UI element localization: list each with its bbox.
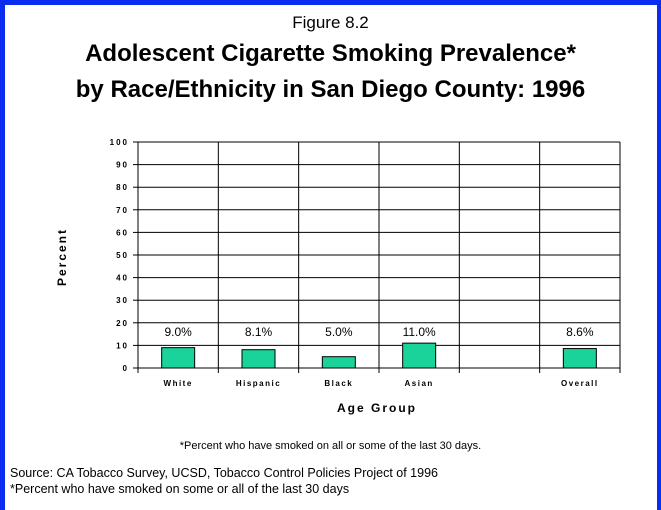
x-tick-label: Overall xyxy=(561,379,599,388)
y-tick-label: 30 xyxy=(116,296,129,305)
bar xyxy=(161,347,196,369)
data-label: 8.1% xyxy=(245,325,273,339)
y-tick-label: 50 xyxy=(116,251,129,260)
bar xyxy=(241,349,276,369)
y-tick-label: 40 xyxy=(116,274,129,283)
y-tick-label: 90 xyxy=(116,161,129,170)
bar xyxy=(402,342,437,369)
y-tick-label: 70 xyxy=(116,206,129,215)
chart-footnote: *Percent who have smoked on all or some … xyxy=(179,440,482,452)
bar xyxy=(562,348,597,369)
data-label: 9.0% xyxy=(164,325,192,339)
source-line-2: *Percent who have smoked on some or all … xyxy=(10,482,350,496)
y-tick-label: 10 xyxy=(116,341,129,350)
figure-label: Figure 8.2 xyxy=(292,13,369,32)
data-label: 11.0% xyxy=(403,325,436,339)
data-label: 5.0% xyxy=(325,325,353,339)
chart-title-line1: Adolescent Cigarette Smoking Prevalence* xyxy=(85,40,576,67)
x-tick-label: Asian xyxy=(405,379,434,388)
chart-title-line2: by Race/Ethnicity in San Diego County: 1… xyxy=(75,76,586,103)
y-axis-title: Percent xyxy=(55,228,69,286)
y-tick-label: 100 xyxy=(110,138,129,147)
y-tick-label: 80 xyxy=(116,183,129,192)
x-tick-label: Hispanic xyxy=(236,379,281,388)
y-tick-label: 20 xyxy=(116,319,129,328)
x-tick-label: Black xyxy=(324,379,353,388)
x-axis-title: Age Group xyxy=(337,401,417,415)
data-label: 8.6% xyxy=(566,325,594,339)
bar xyxy=(321,356,356,369)
y-tick-label: 0 xyxy=(123,364,129,373)
y-tick-label: 60 xyxy=(116,228,129,237)
x-tick-label: White xyxy=(164,379,193,388)
source-line-1: Source: CA Tobacco Survey, UCSD, Tobacco… xyxy=(10,466,438,480)
